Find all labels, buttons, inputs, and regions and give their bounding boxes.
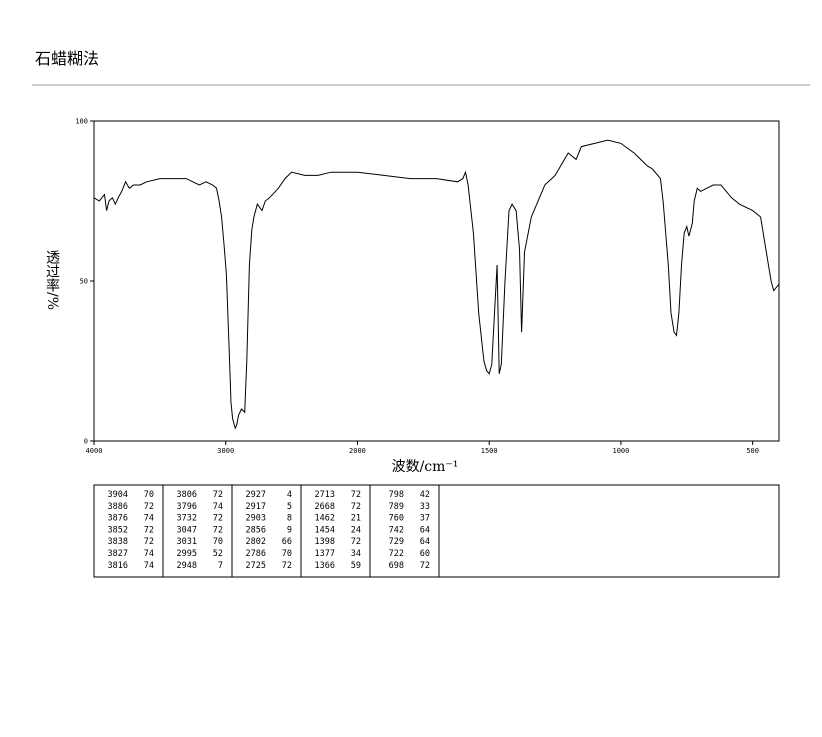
peak-wavenumber: 2856 <box>246 525 266 535</box>
peak-wavenumber: 2927 <box>246 490 266 500</box>
peak-wavenumber: 2917 <box>246 502 266 512</box>
peak-transmittance: 64 <box>420 525 430 535</box>
peak-transmittance: 74 <box>144 549 154 559</box>
peak-transmittance: 72 <box>351 490 361 500</box>
peak-transmittance: 52 <box>213 549 223 559</box>
peak-transmittance: 59 <box>351 561 361 571</box>
peak-transmittance: 7 <box>218 561 223 571</box>
peak-wavenumber: 3876 <box>108 514 128 524</box>
peak-wavenumber: 2713 <box>315 490 335 500</box>
peak-wavenumber: 1454 <box>315 525 335 535</box>
peak-transmittance: 64 <box>420 537 430 547</box>
peak-transmittance: 74 <box>144 561 154 571</box>
peak-transmittance: 74 <box>144 514 154 524</box>
y-tick-label: 0 <box>84 438 88 446</box>
x-tick-label: 3000 <box>217 447 234 455</box>
peak-transmittance: 72 <box>282 561 292 571</box>
peak-wavenumber: 1377 <box>315 549 335 559</box>
peak-wavenumber: 729 <box>389 537 404 547</box>
peak-wavenumber: 3806 <box>177 490 197 500</box>
peak-transmittance: 66 <box>282 537 292 547</box>
peak-transmittance: 70 <box>144 490 154 500</box>
peak-transmittance: 70 <box>213 537 223 547</box>
peak-wavenumber: 742 <box>389 525 404 535</box>
peak-transmittance: 60 <box>420 549 430 559</box>
peak-wavenumber: 698 <box>389 561 404 571</box>
x-axis-label: 波数/cm⁻¹ <box>392 459 459 475</box>
peak-transmittance: 37 <box>420 514 430 524</box>
peak-wavenumber: 3838 <box>108 537 128 547</box>
x-tick-label: 1500 <box>481 447 498 455</box>
peak-wavenumber: 1398 <box>315 537 335 547</box>
peak-transmittance: 72 <box>213 525 223 535</box>
peak-wavenumber: 1366 <box>315 561 335 571</box>
peak-wavenumber: 2903 <box>246 514 266 524</box>
peak-transmittance: 8 <box>287 514 292 524</box>
peak-transmittance: 9 <box>287 525 292 535</box>
y-tick-label: 100 <box>75 118 88 126</box>
peak-transmittance: 72 <box>144 502 154 512</box>
peak-wavenumber: 2786 <box>246 549 266 559</box>
x-tick-label: 2000 <box>349 447 366 455</box>
peak-transmittance: 24 <box>351 525 361 535</box>
peak-table-frame <box>93 484 780 578</box>
peak-wavenumber: 760 <box>389 514 404 524</box>
peak-transmittance: 42 <box>420 490 430 500</box>
peak-transmittance: 72 <box>213 490 223 500</box>
x-tick-label: 1000 <box>612 447 629 455</box>
peak-transmittance: 33 <box>420 502 430 512</box>
peak-wavenumber: 722 <box>389 549 404 559</box>
x-tick-label: 500 <box>746 447 759 455</box>
peak-wavenumber: 3852 <box>108 525 128 535</box>
y-tick-label: 50 <box>80 278 88 286</box>
plot-frame <box>93 120 780 442</box>
peak-transmittance: 5 <box>287 502 292 512</box>
peak-wavenumber: 3827 <box>108 549 128 559</box>
peak-wavenumber: 2802 <box>246 537 266 547</box>
peak-transmittance: 72 <box>144 537 154 547</box>
peak-wavenumber: 2725 <box>246 561 266 571</box>
peak-transmittance: 4 <box>287 490 292 500</box>
chart-title: 石蜡糊法 <box>35 49 99 68</box>
peak-transmittance: 72 <box>420 561 430 571</box>
peak-wavenumber: 3886 <box>108 502 128 512</box>
peak-transmittance: 72 <box>351 537 361 547</box>
peak-transmittance: 72 <box>351 502 361 512</box>
peak-wavenumber: 3031 <box>177 537 197 547</box>
peak-wavenumber: 3047 <box>177 525 197 535</box>
peak-wavenumber: 1462 <box>315 514 335 524</box>
peak-wavenumber: 2995 <box>177 549 197 559</box>
y-axis-label: 透过率/% <box>44 250 60 310</box>
spectrum-line <box>93 139 780 430</box>
peak-transmittance: 72 <box>144 525 154 535</box>
peak-transmittance: 34 <box>351 549 361 559</box>
peak-transmittance: 21 <box>351 514 361 524</box>
peak-transmittance: 74 <box>213 502 223 512</box>
x-tick-label: 4000 <box>86 447 103 455</box>
peak-transmittance: 72 <box>213 514 223 524</box>
peak-transmittance: 70 <box>282 549 292 559</box>
peak-wavenumber: 798 <box>389 490 404 500</box>
peak-wavenumber: 3732 <box>177 514 197 524</box>
peak-wavenumber: 3904 <box>108 490 128 500</box>
peak-wavenumber: 3816 <box>108 561 128 571</box>
peak-wavenumber: 2668 <box>315 502 335 512</box>
peak-wavenumber: 2948 <box>177 561 197 571</box>
peak-wavenumber: 3796 <box>177 502 197 512</box>
peak-wavenumber: 789 <box>389 502 404 512</box>
